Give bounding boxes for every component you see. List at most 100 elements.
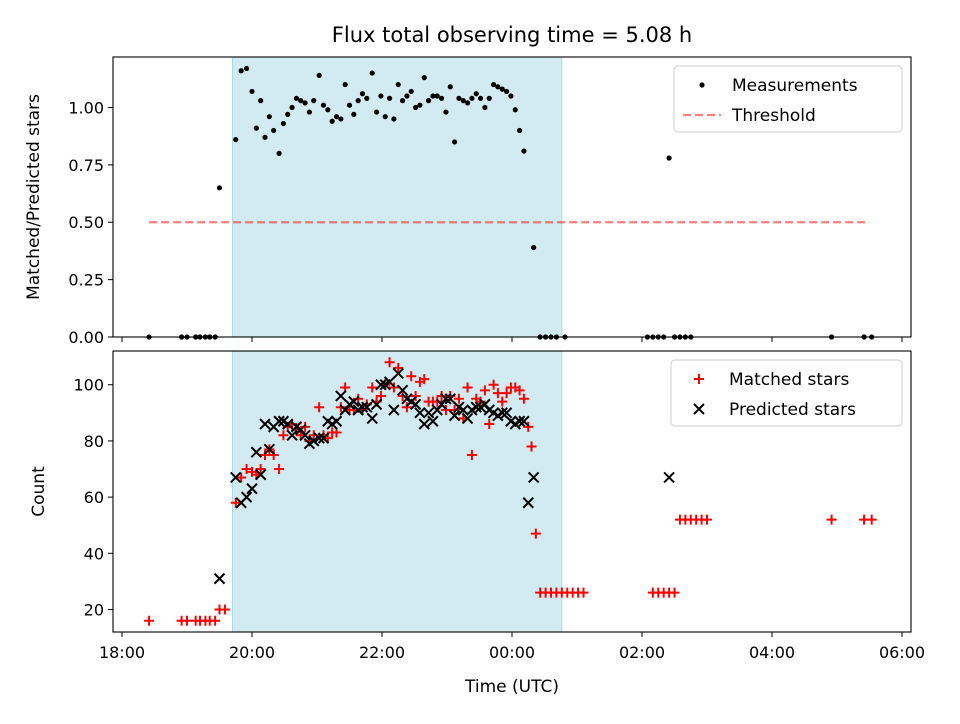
data-point <box>462 382 473 393</box>
x-axis-label: Time (UTC) <box>464 677 559 697</box>
x-tick-label: 22:00 <box>359 643 405 662</box>
data-point <box>258 98 264 104</box>
data-point <box>444 393 456 405</box>
data-point <box>278 430 289 441</box>
data-point <box>434 93 440 99</box>
y-tick-label: 40 <box>84 544 104 563</box>
shaded-span <box>232 56 563 338</box>
data-point <box>317 432 330 444</box>
data-point <box>230 471 242 484</box>
data-point <box>216 185 223 191</box>
data-point <box>495 84 501 90</box>
legend-box <box>673 65 903 133</box>
data-point <box>233 137 239 143</box>
y-axis-label: Count <box>29 466 49 517</box>
data-point <box>271 127 277 134</box>
x-tick-label: 18:00 <box>99 643 145 662</box>
data-point <box>464 100 471 106</box>
data-point <box>280 120 287 127</box>
data-point <box>298 98 304 104</box>
data-point <box>386 95 393 101</box>
x-tick-label: 04:00 <box>749 643 795 662</box>
data-point <box>484 419 495 430</box>
data-point <box>238 68 244 74</box>
data-point <box>282 418 294 430</box>
data-point <box>396 384 409 397</box>
data-point <box>246 482 258 495</box>
y-tick-label: 20 <box>84 601 104 620</box>
data-point <box>866 514 877 525</box>
data-point <box>419 374 430 385</box>
x-tick-label: 20:00 <box>229 643 275 662</box>
data-point <box>530 528 541 539</box>
data-point <box>219 604 230 615</box>
data-point <box>375 379 387 391</box>
data-point <box>578 587 589 598</box>
data-point <box>518 393 529 404</box>
data-point <box>486 95 492 101</box>
data-point <box>361 401 373 413</box>
data-point <box>470 401 482 413</box>
data-point <box>408 88 414 95</box>
data-point <box>457 404 469 416</box>
legend-label: Threshold <box>731 106 816 126</box>
data-point <box>488 379 499 390</box>
y-tick-label: 0.00 <box>68 328 104 347</box>
data-point <box>443 109 449 115</box>
data-point <box>241 464 252 475</box>
data-point <box>469 95 475 101</box>
data-point <box>308 435 320 447</box>
data-point <box>314 402 325 413</box>
data-point <box>397 390 408 401</box>
legend-marker <box>693 403 705 415</box>
data-point <box>364 95 370 101</box>
data-point <box>522 497 534 509</box>
legend-label: Matched stars <box>729 370 849 390</box>
data-point <box>236 472 247 483</box>
data-point <box>460 98 466 104</box>
data-point <box>300 421 311 432</box>
data-point <box>412 104 419 111</box>
data-point <box>348 395 360 408</box>
x-tick-label: 00:00 <box>489 643 535 662</box>
data-point <box>210 615 221 626</box>
data-point <box>531 244 537 251</box>
data-point <box>461 412 474 425</box>
legend-marker <box>699 82 705 88</box>
data-point <box>702 514 712 525</box>
data-point <box>359 91 366 97</box>
data-point <box>370 398 383 411</box>
legend-label: Predicted stars <box>729 400 856 420</box>
legend: Matched stars Predicted stars <box>670 359 903 427</box>
data-point <box>342 81 348 88</box>
data-point <box>316 72 322 78</box>
data-point <box>274 464 285 475</box>
data-point <box>418 418 430 430</box>
data-point <box>448 409 461 422</box>
data-point <box>276 150 282 156</box>
data-point <box>366 412 378 425</box>
data-point <box>329 118 335 124</box>
data-point <box>338 116 344 122</box>
legend: Measurements Threshold <box>673 65 903 133</box>
data-point <box>492 388 503 399</box>
data-point <box>451 139 458 145</box>
data-point <box>438 95 445 101</box>
data-point <box>499 86 505 92</box>
data-point <box>182 615 192 626</box>
legend-box <box>670 359 903 427</box>
data-point <box>513 415 526 427</box>
y-axis-label: Matched/Predicted stars <box>24 94 44 300</box>
y-tick-label: 60 <box>84 488 104 507</box>
data-point <box>516 127 523 134</box>
data-point <box>527 471 540 484</box>
data-point <box>382 114 388 120</box>
data-point <box>456 95 462 101</box>
data-point <box>414 407 426 419</box>
data-point <box>285 111 291 117</box>
data-point <box>335 402 346 413</box>
data-point <box>263 443 276 456</box>
data-point <box>421 75 427 81</box>
data-point <box>388 404 400 416</box>
data-point <box>497 396 508 407</box>
